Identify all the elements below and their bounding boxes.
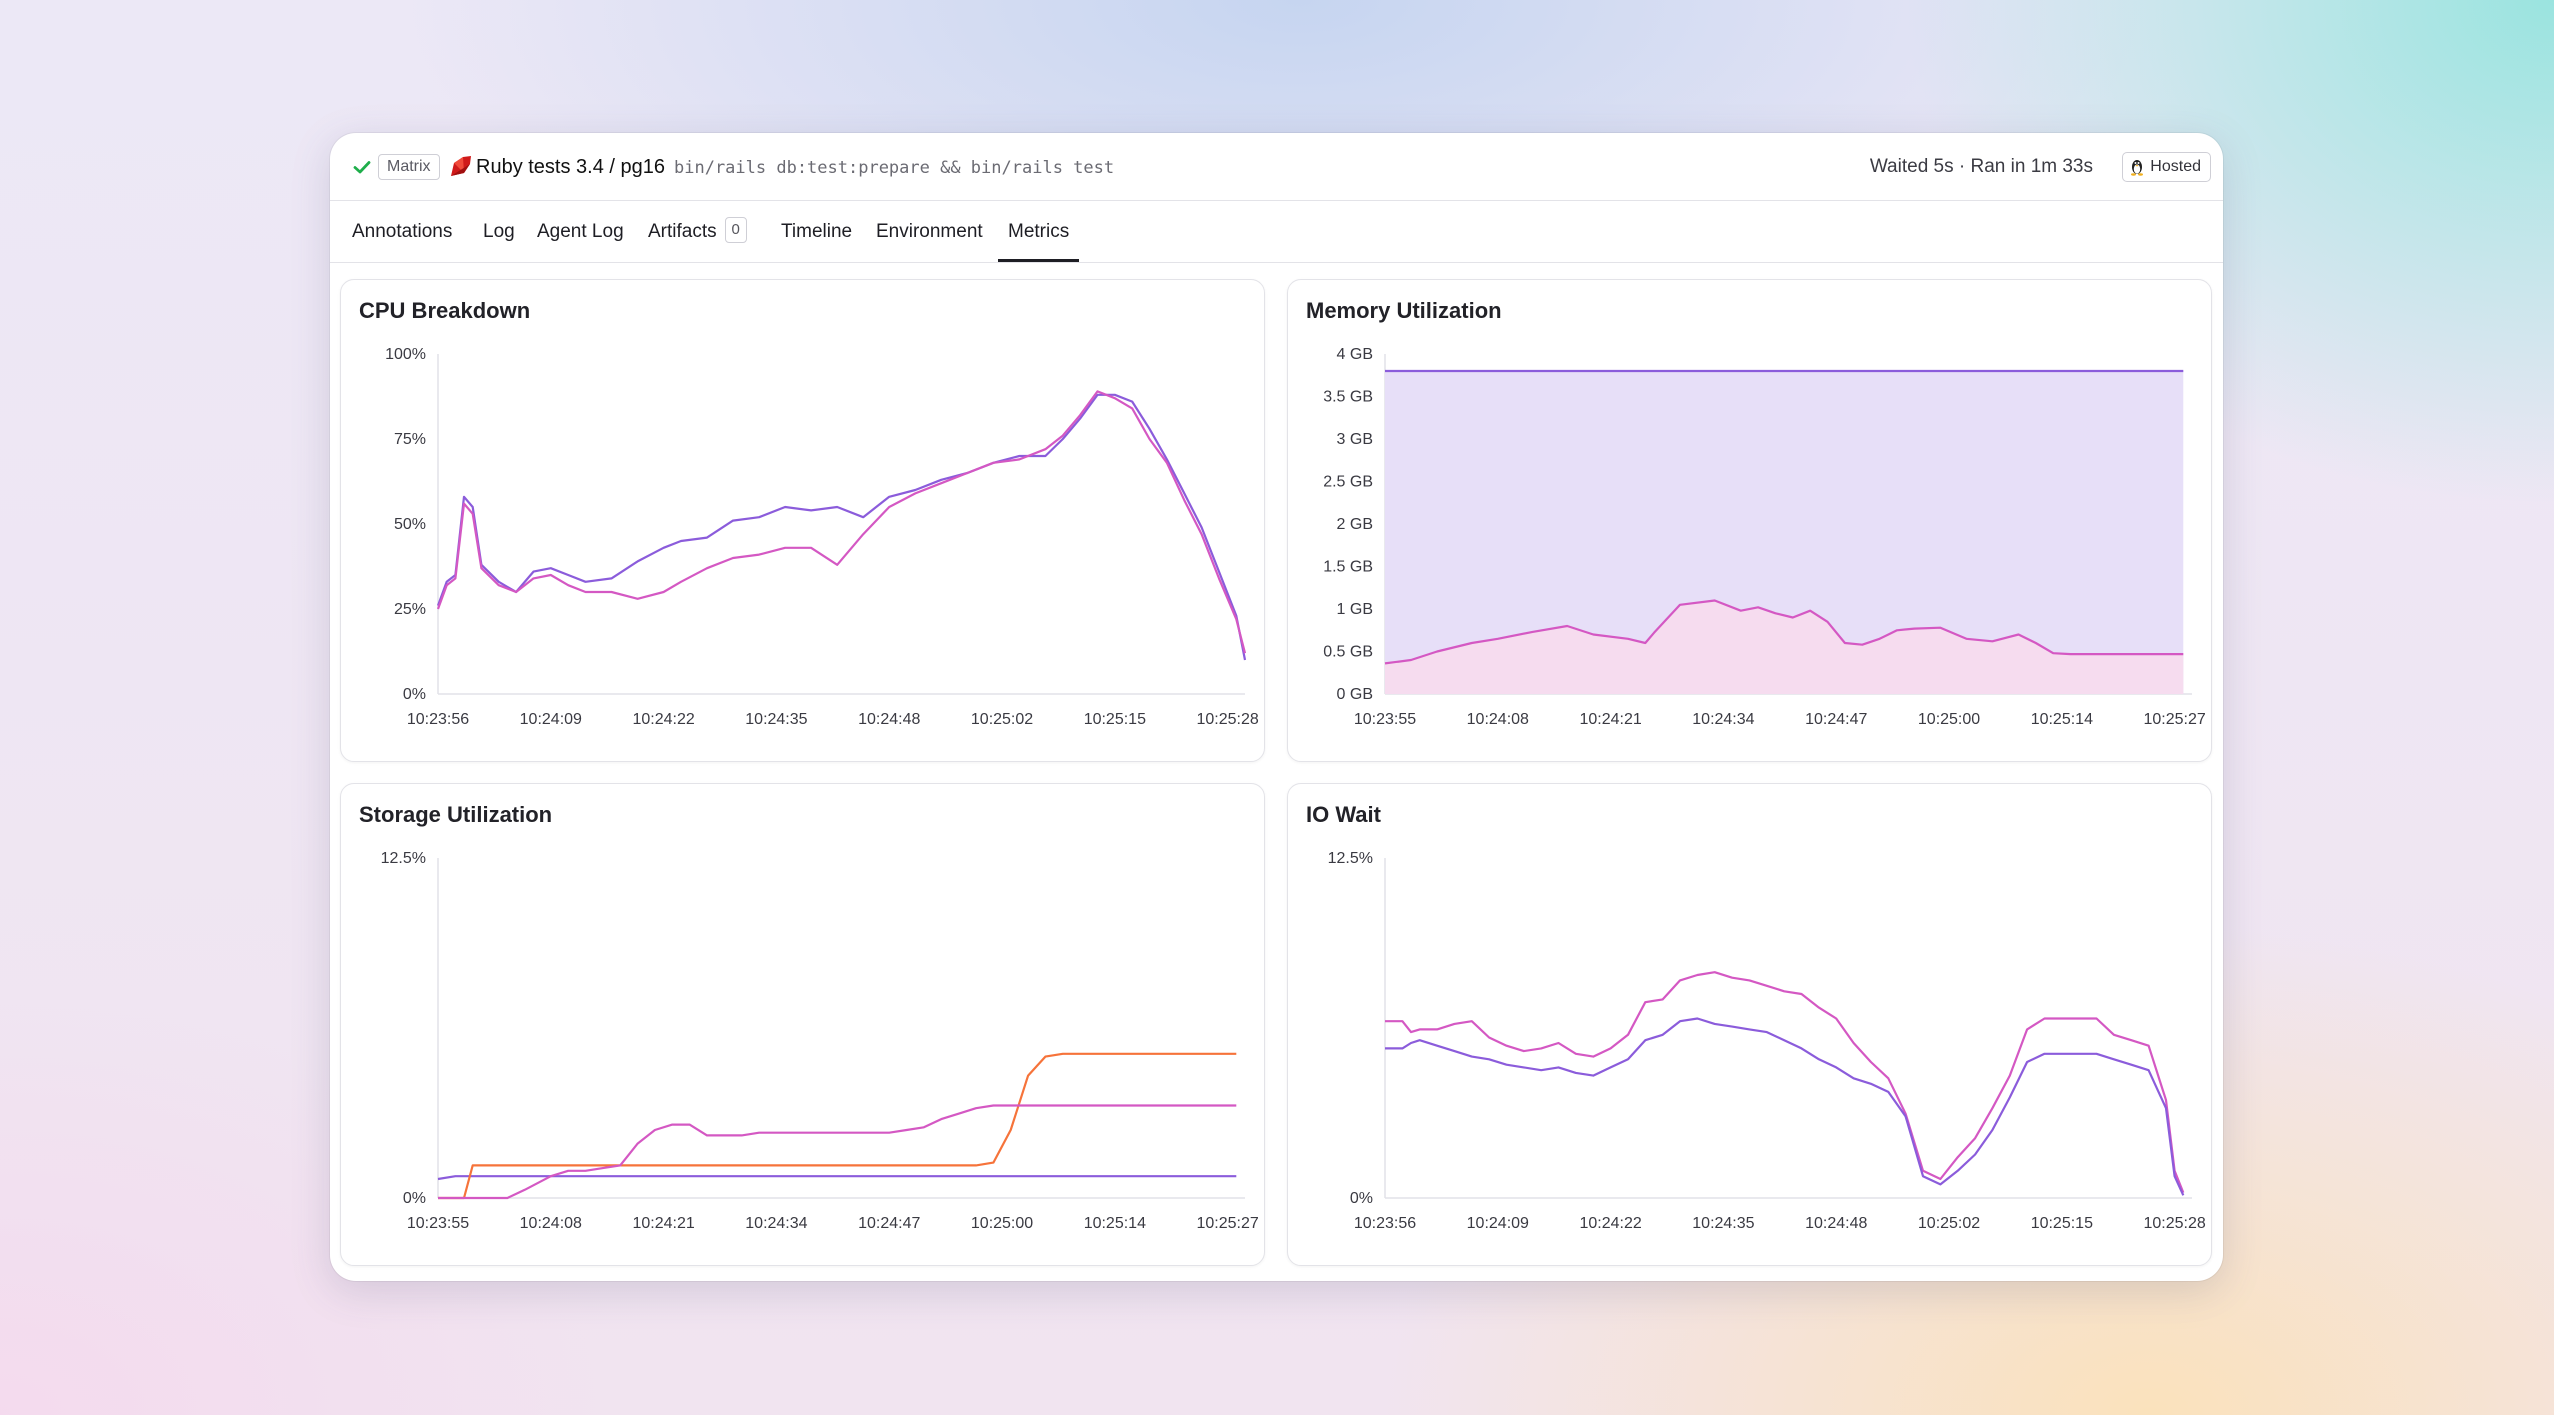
- panel-title: CPU Breakdown: [359, 298, 531, 323]
- cpu-breakdown-chart[interactable]: 0% 25% 50% 75% 100% 10:23:56 10:24:09 10:24:22 1…: [341, 280, 1266, 763]
- x-tick-label: 10:24:09: [520, 711, 582, 728]
- x-tick-label: 10:24:21: [632, 1215, 694, 1232]
- series-line-1: [1385, 1017, 2185, 1196]
- y-tick-label: 25%: [394, 601, 426, 618]
- hosted-badge[interactable]: Hosted: [2122, 152, 2211, 182]
- passed-check-icon: [353, 161, 371, 174]
- x-tick-label: 10:25:28: [2144, 1215, 2206, 1232]
- x-tick-label: 10:23:56: [407, 711, 469, 728]
- y-tick-label: 12.5%: [1328, 850, 1373, 867]
- memory-utilization-panel: Memory Utilization 0 GB 0.5 GB 1 GB 1.5 GB 2…: [1287, 279, 2212, 762]
- y-tick-label: 75%: [394, 431, 426, 448]
- artifacts-count-badge: 0: [724, 216, 747, 243]
- y-tick-label: 100%: [385, 346, 426, 363]
- linux-tux-icon: [2131, 160, 2144, 176]
- series-line-1: [438, 1052, 1237, 1200]
- x-tick-label: 10:25:00: [1918, 711, 1980, 728]
- y-tick-label: 3.5 GB: [1323, 389, 1373, 406]
- y-tick-label: 12.5%: [381, 850, 426, 867]
- tab-log[interactable]: Log: [483, 221, 515, 242]
- x-tick-label: 10:24:22: [1579, 1215, 1641, 1232]
- tab-agent-log[interactable]: Agent Log: [537, 221, 624, 242]
- y-tick-label: 1 GB: [1337, 601, 1373, 618]
- x-tick-label: 10:25:02: [1918, 1215, 1980, 1232]
- storage-utilization-chart[interactable]: 0% 12.5% 10:23:55 10:24:08 10:24:21 10:24:34 1…: [341, 784, 1266, 1267]
- x-tick-label: 10:24:22: [632, 711, 694, 728]
- y-tick-label: 0 GB: [1337, 686, 1373, 703]
- y-tick-label: 0%: [403, 1190, 426, 1207]
- ruby-icon: [451, 156, 471, 176]
- cpu-breakdown-panel: CPU Breakdown 0% 25% 50% 75% 100% 10:23:56 10:…: [340, 279, 1265, 762]
- y-tick-label: 0%: [1350, 1190, 1373, 1207]
- tab-artifacts-label: Artifacts: [648, 221, 717, 242]
- x-tick-label: 10:23:55: [1354, 711, 1416, 728]
- y-tick-label: 2 GB: [1337, 516, 1373, 533]
- tab-environment[interactable]: Environment: [876, 221, 983, 242]
- y-tick-label: 0%: [403, 686, 426, 703]
- x-tick-label: 10:24:08: [1467, 711, 1529, 728]
- job-window: Matrix Ruby tests 3.4 / pg16 bin/rails d…: [330, 133, 2223, 1281]
- hosted-label: Hosted: [2150, 158, 2201, 175]
- panel-title: Memory Utilization: [1306, 298, 1502, 323]
- job-command: bin/rails db:test:prepare && bin/rails t…: [674, 158, 1115, 178]
- x-tick-label: 10:23:55: [407, 1215, 469, 1232]
- x-tick-label: 10:25:14: [2031, 711, 2093, 728]
- y-tick-label: 0.5 GB: [1323, 644, 1373, 661]
- x-tick-label: 10:24:47: [1805, 711, 1867, 728]
- x-tick-label: 10:25:14: [1084, 1215, 1146, 1232]
- series-line-0: [437, 1175, 1237, 1181]
- y-tick-label: 2.5 GB: [1323, 474, 1373, 491]
- x-tick-label: 10:24:48: [858, 711, 920, 728]
- matrix-badge[interactable]: Matrix: [378, 154, 440, 180]
- tab-metrics[interactable]: Metrics: [998, 201, 1080, 262]
- tab-artifacts[interactable]: Artifacts 0: [648, 201, 747, 262]
- x-tick-label: 10:25:27: [2144, 711, 2206, 728]
- x-tick-label: 10:24:34: [1692, 711, 1754, 728]
- panel-title: IO Wait: [1306, 802, 1381, 827]
- x-tick-label: 10:24:08: [520, 1215, 582, 1232]
- job-tabs: Annotations Log Agent Log Artifacts 0 Tim…: [330, 201, 2223, 263]
- memory-utilization-chart[interactable]: 0 GB 0.5 GB 1 GB 1.5 GB 2 GB 2.5 GB 3 GB 3.5 GB…: [1288, 280, 2213, 763]
- series-area-0: [1385, 371, 2184, 694]
- y-tick-label: 50%: [394, 516, 426, 533]
- tab-timeline[interactable]: Timeline: [781, 221, 853, 242]
- series-line-1: [436, 390, 1247, 654]
- y-tick-label: 1.5 GB: [1323, 559, 1373, 576]
- series-line-0: [436, 393, 1247, 661]
- x-tick-label: 10:23:56: [1354, 1215, 1416, 1232]
- storage-utilization-panel: Storage Utilization 0% 12.5% 10:23:55 10:24…: [340, 783, 1265, 1266]
- x-tick-label: 10:25:28: [1197, 711, 1259, 728]
- x-tick-label: 10:24:48: [1805, 1215, 1867, 1232]
- series-area-1: [1385, 600, 2184, 694]
- job-title[interactable]: Ruby tests 3.4 / pg16: [476, 156, 666, 178]
- job-header: Matrix Ruby tests 3.4 / pg16 bin/rails d…: [330, 133, 2223, 201]
- x-tick-label: 10:25:02: [971, 711, 1033, 728]
- y-tick-label: 4 GB: [1337, 346, 1373, 363]
- series-line-2: [438, 1104, 1237, 1200]
- x-tick-label: 10:24:35: [745, 711, 807, 728]
- x-tick-label: 10:24:47: [858, 1215, 920, 1232]
- x-tick-label: 10:24:35: [1692, 1215, 1754, 1232]
- x-tick-label: 10:25:00: [971, 1215, 1033, 1232]
- x-tick-label: 10:25:15: [2031, 1215, 2093, 1232]
- tab-annotations[interactable]: Annotations: [352, 221, 453, 242]
- io-wait-chart[interactable]: 0% 12.5% 10:23:56 10:24:09 10:24:22 10:24:35 1…: [1288, 784, 2213, 1267]
- y-tick-label: 3 GB: [1337, 431, 1373, 448]
- run-info: Waited 5s · Ran in 1m 33s: [1869, 156, 2093, 177]
- series-line-0: [1385, 971, 2185, 1194]
- x-tick-label: 10:25:15: [1084, 711, 1146, 728]
- x-tick-label: 10:25:27: [1197, 1215, 1259, 1232]
- series-line-1: [1384, 599, 2184, 665]
- io-wait-panel: IO Wait 0% 12.5% 10:23:56 10:24:09 10:24:22 1…: [1287, 783, 2212, 1266]
- panel-title: Storage Utilization: [359, 802, 553, 827]
- x-tick-label: 10:24:21: [1579, 711, 1641, 728]
- x-tick-label: 10:24:09: [1467, 1215, 1529, 1232]
- x-tick-label: 10:24:34: [745, 1215, 807, 1232]
